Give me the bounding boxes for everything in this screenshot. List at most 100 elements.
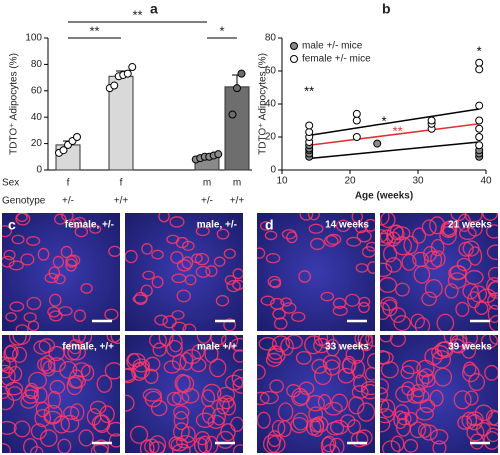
cell <box>34 408 52 428</box>
cell <box>59 360 78 379</box>
data-point <box>475 133 484 141</box>
cell <box>309 417 325 433</box>
cell <box>436 313 455 331</box>
cell <box>404 411 418 426</box>
cell <box>482 213 498 221</box>
cell <box>166 391 182 407</box>
cell <box>195 265 211 278</box>
micrograph-label: female, +/- <box>65 220 114 231</box>
cell <box>78 429 94 447</box>
cell <box>380 350 391 365</box>
cell <box>351 359 366 379</box>
cell <box>16 213 28 223</box>
cell <box>37 247 50 261</box>
cell <box>26 236 41 246</box>
x-tick-label: 20 <box>344 176 356 187</box>
cell <box>358 301 370 314</box>
cell <box>424 279 443 298</box>
cell <box>202 383 222 403</box>
cell <box>72 335 86 344</box>
micrograph <box>257 213 375 331</box>
cell <box>395 385 415 403</box>
cell <box>173 410 189 431</box>
cell <box>80 283 93 294</box>
data-point <box>352 116 361 125</box>
cell <box>141 243 153 255</box>
micrograph-label: 39 weeks <box>448 342 492 353</box>
cell <box>380 232 394 246</box>
y-tick-label: 80 <box>31 59 43 70</box>
cell <box>257 391 270 406</box>
cell <box>291 311 306 323</box>
data-point <box>110 81 119 90</box>
data-point <box>237 69 246 78</box>
data-point <box>128 63 137 72</box>
data-point <box>305 121 314 130</box>
cell <box>93 439 110 453</box>
cell <box>463 361 477 377</box>
cell <box>467 220 483 237</box>
cell <box>66 376 83 396</box>
cell <box>417 423 432 438</box>
cell <box>125 368 136 382</box>
cell <box>421 291 437 307</box>
cell <box>3 345 18 363</box>
cell <box>354 335 370 347</box>
cell <box>176 289 191 303</box>
panel-label: c <box>8 217 16 233</box>
cell <box>40 355 56 374</box>
cell <box>320 291 335 302</box>
cell <box>483 431 498 450</box>
cell <box>230 337 243 352</box>
cell <box>217 386 236 403</box>
cell <box>150 399 168 417</box>
cell <box>326 421 345 436</box>
x-tick-label: f <box>67 178 70 189</box>
cell <box>298 270 312 283</box>
cell <box>130 425 149 444</box>
cell <box>358 296 371 308</box>
cell <box>216 228 230 240</box>
cell <box>485 224 498 239</box>
genotype-label: +/- <box>62 196 74 207</box>
cell <box>232 377 243 394</box>
cell <box>401 381 416 396</box>
micrograph-bg <box>2 213 120 331</box>
cell <box>449 264 467 280</box>
cell <box>390 307 407 323</box>
data-point <box>427 116 436 125</box>
cell <box>224 275 237 286</box>
cell <box>410 313 425 329</box>
cell <box>2 366 16 387</box>
data-point <box>475 65 484 74</box>
cell <box>439 226 457 246</box>
cell <box>466 423 485 442</box>
cell <box>380 262 393 278</box>
cell <box>27 320 40 331</box>
annotation: ** <box>393 123 403 138</box>
cell <box>5 381 24 396</box>
x-tick-label: f <box>120 178 123 189</box>
cell <box>166 234 180 245</box>
micrograph-label: 21 weeks <box>448 220 492 231</box>
cell <box>180 426 196 443</box>
cell <box>174 373 191 393</box>
cell <box>307 213 320 221</box>
cell <box>350 431 369 448</box>
cell <box>8 260 24 271</box>
cell <box>231 368 243 388</box>
panel-label: b <box>382 1 391 17</box>
y-axis-label: TDTO⁺ Adipocytes (%) <box>9 53 20 155</box>
cell <box>462 335 478 347</box>
cell <box>434 341 453 357</box>
row-label: Sex <box>2 178 19 189</box>
cell <box>414 317 431 331</box>
cell <box>2 255 15 268</box>
y-tick-label: 20 <box>31 138 43 149</box>
cell <box>474 301 489 315</box>
cell <box>356 230 372 243</box>
cell <box>53 274 66 285</box>
cell <box>210 335 227 346</box>
cell <box>269 278 282 289</box>
genotype-label: +/+ <box>230 196 245 207</box>
